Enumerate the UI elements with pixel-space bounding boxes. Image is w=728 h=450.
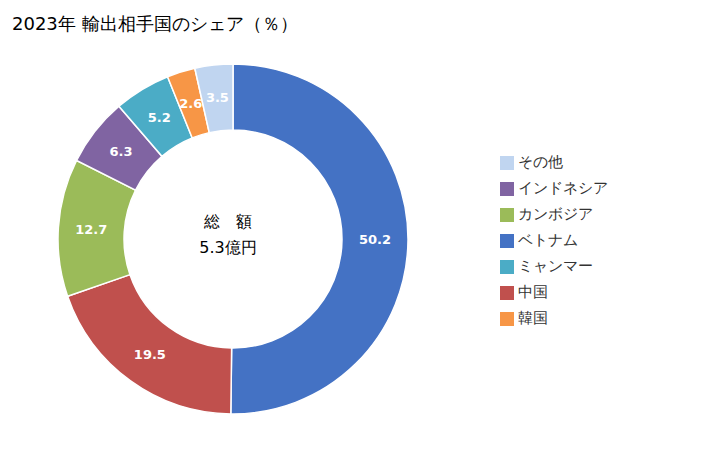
html-text:中国: 中国 xyxy=(518,283,548,301)
svg-text:5.2: 5.2 xyxy=(148,110,171,125)
html-text:韓国: 韓国 xyxy=(518,309,548,327)
html-text:2023年 輸出相手国のシェア（％）: 2023年 輸出相手国のシェア（％） xyxy=(12,13,298,34)
svg-text:総 額: 総 額 xyxy=(203,212,252,231)
svg-text:6.3: 6.3 xyxy=(110,144,133,159)
html-text:ミャンマー: ミャンマー xyxy=(518,257,593,275)
html-text:ベトナム: ベトナム xyxy=(518,231,578,249)
html-text:カンボジア: カンボジア xyxy=(518,205,593,223)
svg-text:12.7: 12.7 xyxy=(75,222,107,237)
svg-text:2.6: 2.6 xyxy=(179,96,202,111)
html-text:インドネシア: インドネシア xyxy=(518,179,608,197)
html-text:その他: その他 xyxy=(518,153,563,171)
svg-text:3.5: 3.5 xyxy=(206,90,229,105)
svg-text:50.2: 50.2 xyxy=(359,232,391,247)
svg-text:19.5: 19.5 xyxy=(134,347,166,362)
svg-text:5.3億円: 5.3億円 xyxy=(199,238,256,257)
